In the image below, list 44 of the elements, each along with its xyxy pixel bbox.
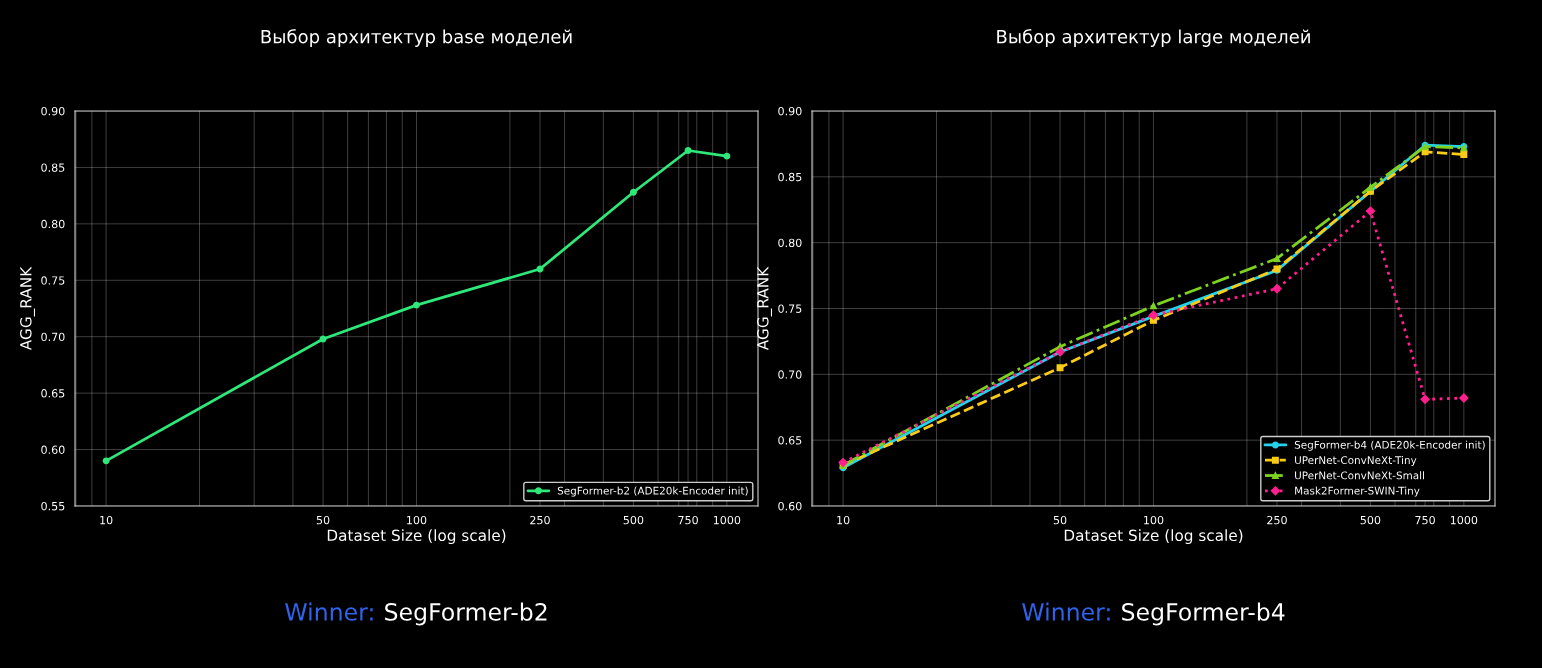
x-tick-label: 10 bbox=[837, 515, 850, 525]
y-tick-label: 0.80 bbox=[778, 238, 802, 248]
y-tick-label: 0.75 bbox=[778, 304, 802, 313]
legend-label: UPerNet-ConvNeXt-Small bbox=[1295, 471, 1424, 480]
x-tick-label: 1000 bbox=[713, 515, 741, 525]
text: Winner: bbox=[1022, 602, 1110, 621]
x-tick-label: 100 bbox=[407, 515, 427, 525]
y-tick-label: 0.90 bbox=[778, 106, 802, 116]
y-tick-label: 0.85 bbox=[41, 163, 65, 172]
x-tick-label: 1000 bbox=[1450, 515, 1478, 525]
y-tick-label: 0.65 bbox=[41, 389, 65, 398]
x-tick-label: 250 bbox=[530, 515, 550, 525]
x-tick-label: 250 bbox=[1267, 515, 1287, 525]
y-tick-label: 0.70 bbox=[778, 370, 802, 379]
y-tick-label: 0.60 bbox=[778, 501, 802, 511]
y-axis-title: AGG_RANK bbox=[20, 266, 35, 351]
legend-label: Mask2Former-SWIN-Tiny bbox=[1295, 486, 1420, 497]
x-tick-label: 500 bbox=[623, 515, 644, 525]
x-axis-title: Dataset Size (log scale) bbox=[327, 529, 506, 545]
y-tick-label: 0.70 bbox=[41, 332, 65, 342]
text: SegFormer-b4 bbox=[1122, 602, 1285, 626]
y-tick-label: 0.80 bbox=[41, 219, 65, 229]
text: Winner: bbox=[285, 602, 373, 621]
x-tick-label: 750 bbox=[1415, 515, 1435, 525]
x-axis-title: Dataset Size (log scale) bbox=[1064, 529, 1243, 545]
x-tick-label: 750 bbox=[678, 515, 698, 525]
y-tick-label: 0.85 bbox=[778, 172, 802, 182]
x-tick-label: 500 bbox=[1360, 515, 1381, 525]
y-axis-title: AGG_RANK bbox=[757, 266, 772, 351]
y-tick-label: 0.60 bbox=[41, 445, 65, 454]
chart-title: Выбор архитектур large моделей bbox=[997, 29, 1310, 47]
legend-label: UPerNet-ConvNeXt-Tiny bbox=[1295, 455, 1417, 467]
x-tick-label: 50 bbox=[1053, 515, 1067, 525]
y-tick-label: 0.65 bbox=[778, 436, 802, 445]
x-tick-label: 100 bbox=[1144, 515, 1164, 525]
y-tick-label: 0.90 bbox=[41, 106, 65, 116]
y-tick-label: 0.75 bbox=[41, 276, 65, 285]
legend-label: SegFormer-b2 (ADE20k-Encoder init) bbox=[557, 486, 748, 497]
legend-label: SegFormer-b4 (ADE20k-Encoder init) bbox=[1294, 440, 1485, 451]
text: SegFormer-b2 bbox=[385, 602, 547, 626]
y-tick-label: 0.55 bbox=[41, 501, 65, 511]
x-tick-label: 10 bbox=[100, 515, 113, 525]
chart-title: Выбор архитектур base моделей bbox=[261, 29, 572, 47]
x-tick-label: 50 bbox=[316, 515, 330, 525]
